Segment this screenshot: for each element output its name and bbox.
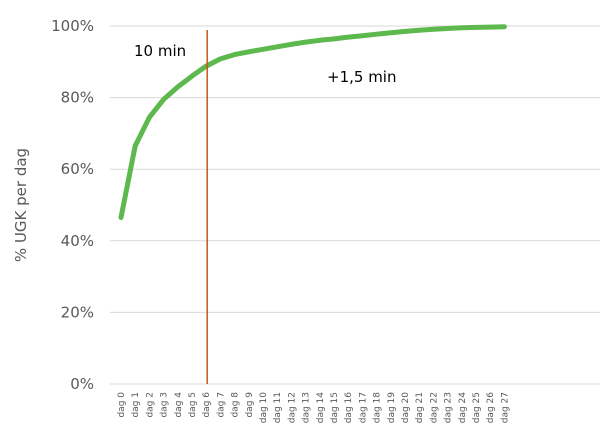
data-point (260, 47, 266, 52)
x-tick-label: dag 1 (131, 392, 141, 418)
data-point (175, 84, 180, 90)
x-tick-label: dag 7 (216, 392, 226, 418)
x-tick-label: dag 8 (231, 392, 241, 418)
data-point (331, 36, 337, 42)
x-tick-label: dag 9 (245, 392, 255, 418)
x-tick-label: dag 4 (174, 392, 184, 418)
y-tick-label: 20% (61, 303, 94, 321)
x-tick-label: dag 27 (500, 392, 510, 423)
data-point (218, 56, 223, 62)
x-tick-label: dag 14 (316, 392, 326, 424)
x-tick-label: dag 0 (117, 392, 127, 418)
data-point (360, 33, 365, 38)
x-tick-label: dag 13 (302, 392, 312, 423)
x-tick-label: dag 25 (472, 392, 482, 423)
y-tick-label: 0% (70, 375, 94, 393)
data-point (317, 38, 322, 43)
x-tick-label: dag 21 (415, 392, 425, 423)
x-tick-label: dag 3 (160, 392, 170, 418)
y-axis-label: % UGK per dag (12, 148, 30, 262)
x-tick-label: dag 24 (458, 392, 468, 424)
y-axis-ticks: 0% 20% 40% 60% 80% 100% (51, 17, 94, 393)
y-tick-label: 100% (51, 17, 94, 35)
x-tick-label: dag 16 (344, 392, 354, 424)
y-tick-label: 40% (61, 232, 94, 250)
data-point (459, 25, 464, 30)
annotation-10-min: 10 min (134, 42, 186, 60)
x-tick-label: dag 19 (387, 392, 397, 424)
data-point (431, 27, 436, 32)
data-point (502, 24, 507, 29)
x-tick-label: dag 17 (358, 392, 368, 423)
data-point (161, 97, 166, 102)
x-tick-label: dag 22 (429, 392, 439, 423)
data-point (388, 30, 393, 36)
data-point (246, 49, 251, 54)
x-axis-ticks: dag 0 dag 1 dag 2 dag 3 dag 4 dag 5 dag 6 dag 7… (117, 392, 510, 424)
x-tick-label: dag 11 (273, 392, 283, 423)
data-point (417, 28, 422, 33)
data-point (346, 34, 351, 40)
data-point (303, 39, 308, 45)
x-tick-label: dag 2 (145, 392, 155, 418)
x-tick-label: dag 18 (373, 392, 383, 424)
data-point (473, 25, 479, 30)
gridlines (110, 25, 600, 385)
annotation-10-min-box (128, 38, 202, 56)
data-point (374, 32, 379, 37)
data-point (232, 52, 237, 57)
data-point (445, 26, 450, 31)
data-point (488, 24, 493, 30)
x-tick-label: dag 6 (202, 392, 212, 418)
data-point (118, 215, 124, 220)
data-point (275, 44, 280, 49)
data-point (402, 29, 408, 34)
x-tick-label: dag 12 (287, 392, 297, 423)
x-tick-label: dag 5 (188, 392, 198, 418)
x-tick-label: dag 26 (486, 392, 496, 424)
annotation-plus-1-5-min: +1,5 min (327, 68, 396, 86)
data-point (147, 115, 152, 120)
y-tick-label: 60% (61, 160, 94, 178)
x-tick-label: dag 23 (444, 392, 454, 423)
x-tick-label: dag 20 (401, 392, 411, 424)
data-points (118, 24, 507, 220)
data-point (133, 143, 138, 149)
y-tick-label: 80% (61, 89, 94, 107)
data-point (289, 42, 294, 47)
data-point (189, 73, 195, 79)
x-tick-label: dag 15 (330, 392, 340, 423)
series-line (118, 24, 507, 220)
x-tick-label: dag 10 (259, 392, 269, 424)
